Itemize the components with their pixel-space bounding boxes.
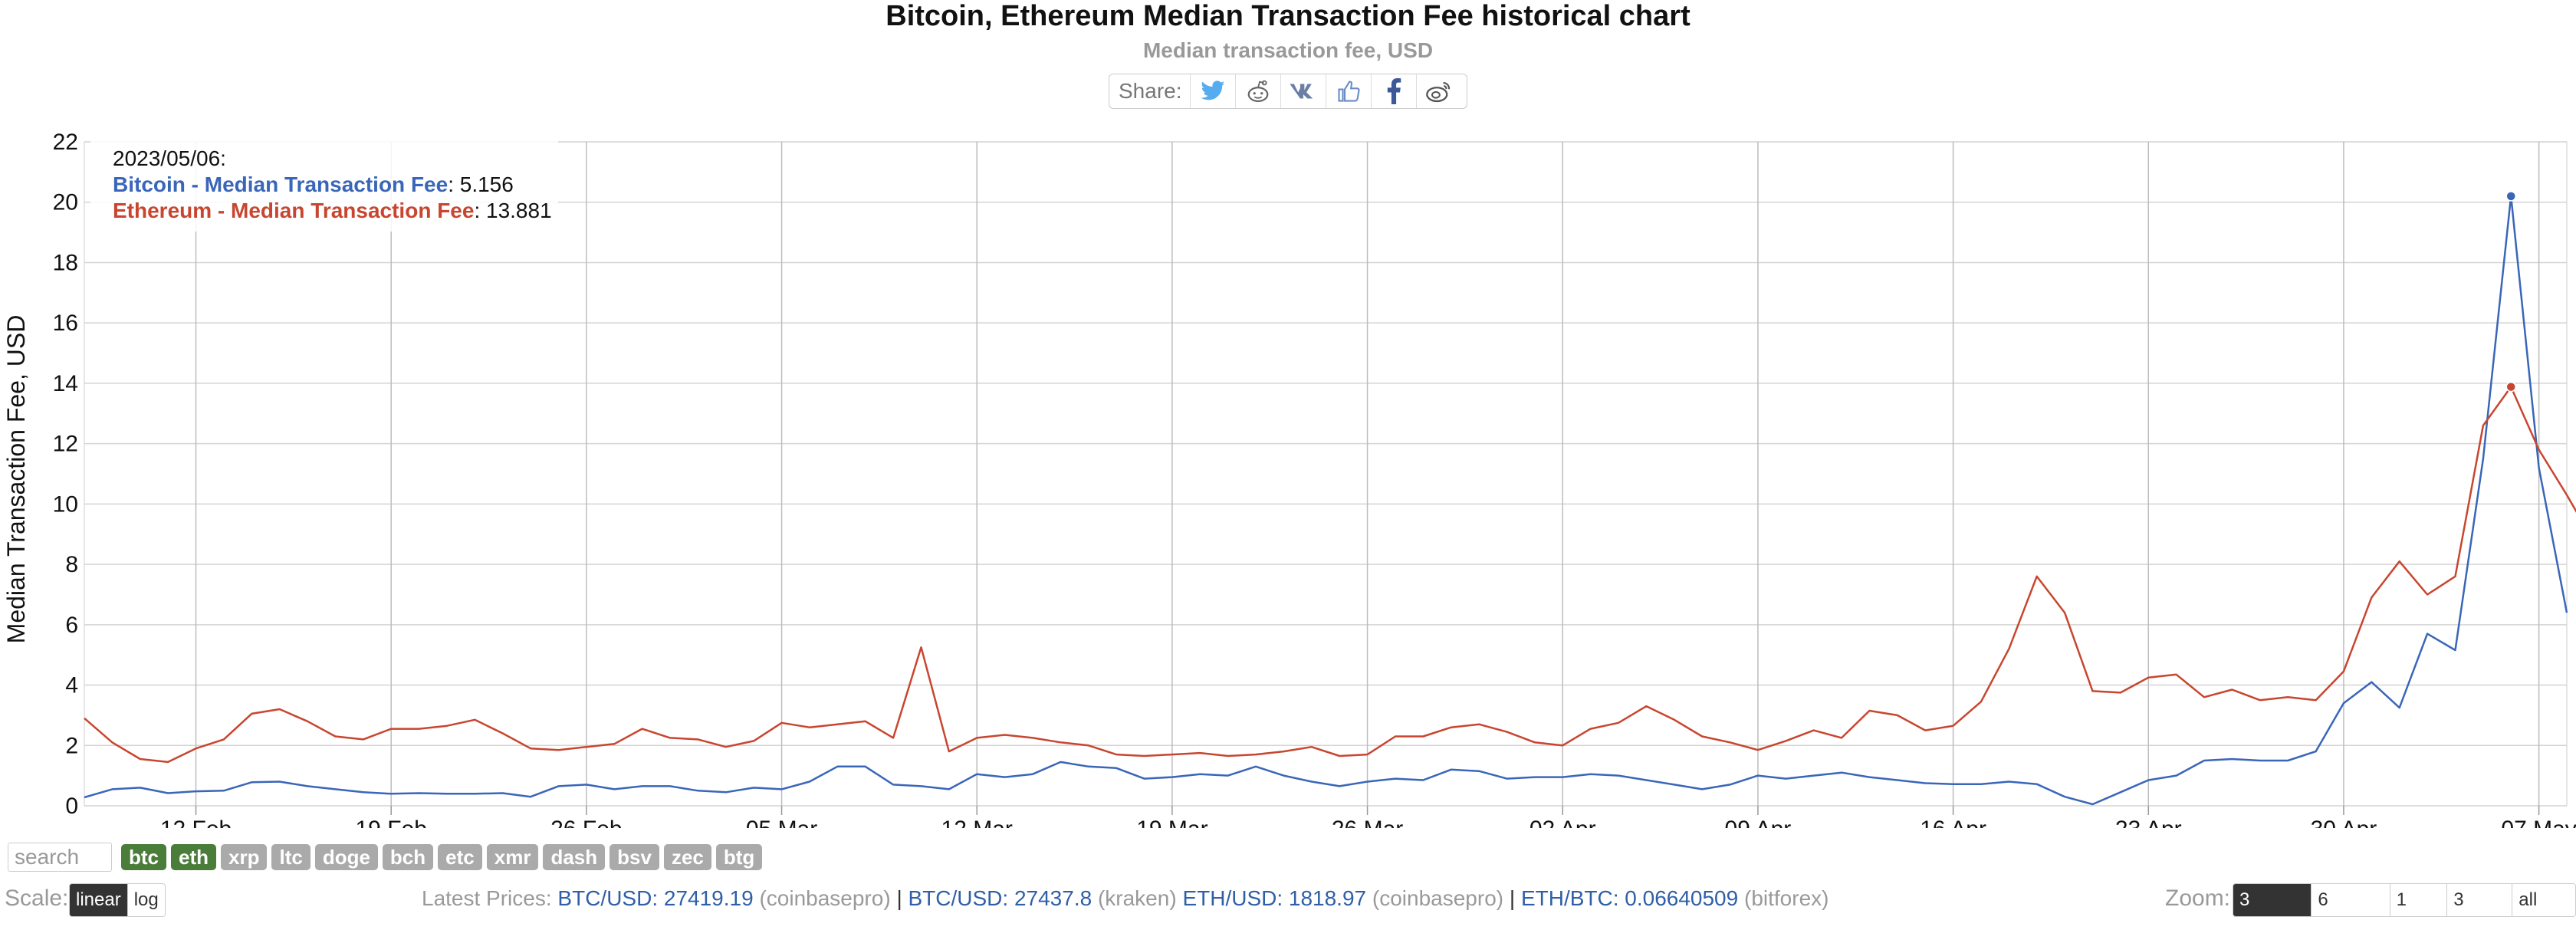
svg-text:Bitcoin - Median Transaction F: Bitcoin - Median Transaction Fee: 5.156 (113, 173, 514, 196)
x-tick-label: 12 Mar (941, 817, 1013, 828)
scale-option-log[interactable]: log (127, 884, 165, 916)
coin-button-zec[interactable]: zec (663, 844, 711, 870)
y-tick-label: 8 (65, 552, 78, 577)
coin-button-etc[interactable]: etc (438, 844, 482, 870)
y-tick-label: 20 (53, 190, 78, 215)
y-tick-label: 2 (65, 733, 78, 758)
x-tick-label: 07 May (2501, 817, 2576, 828)
x-tick-label: 05 Mar (746, 817, 817, 828)
latest-prices: Latest Prices: BTC/USD: 27419.19 (coinba… (422, 886, 1829, 910)
zoom-option-3-months[interactable]: 3 months (2233, 884, 2312, 916)
x-tick-label: 19 Mar (1136, 817, 1208, 828)
price-source: (bitforex) (1744, 886, 1829, 910)
x-tick-label: 30 Apr (2311, 817, 2377, 828)
chart-subtitle: Median transaction fee, USD (1142, 38, 1434, 62)
y-tick-label: 0 (65, 794, 78, 819)
prices-label: Latest Prices: (422, 886, 552, 910)
price-pair[interactable]: ETH/BTC: 0.06640509 (1520, 886, 1739, 910)
y-tick-label: 18 (53, 250, 78, 275)
series-line-ethereum[interactable] (84, 386, 2576, 764)
search-input[interactable]: search (8, 843, 112, 872)
scale-option-linear[interactable]: linear (70, 884, 127, 916)
x-tick-label: 26 Mar (1332, 817, 1403, 828)
price-pair[interactable]: BTC/USD: 27437.8 (908, 886, 1092, 910)
coin-selector: btc eth xrp ltc doge bch etc xmr dash bsv zec btg (121, 844, 763, 870)
svg-text:Ethereum - Median Transaction: Ethereum - Median Transaction Fee: 13.88… (113, 199, 552, 222)
price-source: (coinbasepro) (759, 886, 891, 910)
reddit-icon[interactable] (1234, 74, 1280, 108)
x-tick-label: 02 Apr (1530, 817, 1596, 828)
zoom-option-6-months[interactable]: 6 months (2311, 884, 2390, 916)
tooltip-eth-value: : 13.881 (474, 199, 551, 222)
coin-button-xmr[interactable]: xmr (486, 844, 539, 870)
like-icon[interactable] (1325, 74, 1371, 108)
tooltip-date: 2023/05/06: (113, 146, 226, 170)
y-tick-label: 14 (53, 371, 78, 396)
coin-button-eth[interactable]: eth (171, 844, 216, 870)
chart-title: Bitcoin, Ethereum Median Transaction Fee… (886, 0, 1691, 32)
y-tick-label: 22 (53, 130, 78, 155)
price-source: (kraken) (1097, 886, 1177, 910)
hover-point-ethereum (2505, 381, 2516, 393)
coin-button-btg[interactable]: btg (715, 844, 763, 870)
coin-button-doge[interactable]: doge (314, 844, 378, 870)
share-bar: Share: (1109, 74, 1467, 109)
x-tick-label: 09 Apr (1725, 817, 1792, 828)
coin-button-ltc[interactable]: ltc (271, 844, 310, 870)
zoom-toggle: 3 months6 months1 year3 yearsall time (2233, 883, 2576, 917)
zoom-option-all-time[interactable]: all time (2512, 884, 2575, 916)
tooltip-btc-label: Bitcoin - Median Transaction Fee (113, 173, 448, 196)
price-pair[interactable]: BTC/USD: 27419.19 (557, 886, 754, 910)
coin-button-bch[interactable]: bch (382, 844, 434, 870)
tooltip-eth-label: Ethereum - Median Transaction Fee (113, 199, 474, 222)
tooltip: 2023/05/06: Bitcoin - Median Transaction… (90, 140, 558, 232)
x-tick-label: 16 Apr (1920, 817, 1986, 828)
zoom-label: Zoom: (2165, 886, 2231, 911)
scale-label: Scale: (5, 886, 69, 911)
twitter-icon[interactable] (1189, 74, 1235, 108)
y-tick-label: 4 (65, 673, 78, 698)
weibo-icon[interactable] (1415, 74, 1461, 108)
zoom-option-3-years[interactable]: 3 years (2446, 884, 2512, 916)
y-tick-label: 16 (53, 311, 78, 336)
series-line-bitcoin[interactable] (84, 195, 2568, 806)
y-tick-label: 10 (53, 491, 78, 517)
coin-button-xrp[interactable]: xrp (221, 844, 268, 870)
price-pair[interactable]: ETH/USD: 1818.97 (1182, 886, 1367, 910)
scale-toggle: linear log (69, 883, 166, 917)
x-tick-label: 23 Apr (2115, 817, 2182, 828)
facebook-icon[interactable] (1370, 74, 1416, 108)
coin-button-bsv[interactable]: bsv (610, 844, 659, 870)
fee-line-chart[interactable]: 0 2 4 6 8 10 12 14 16 18 20 22 12 Feb 19 Feb 26 Feb 05 … (0, 115, 2576, 828)
tooltip-btc-value: : 5.156 (448, 173, 514, 196)
price-source: (coinbasepro) (1372, 886, 1504, 910)
zoom-option-1-year[interactable]: 1 year (2389, 884, 2447, 916)
y-axis-label: Median Transaction Fee, USD (2, 315, 30, 644)
coin-button-dash[interactable]: dash (543, 844, 606, 870)
plot-area (84, 141, 2568, 807)
vk-icon[interactable] (1280, 74, 1326, 108)
y-tick-label: 6 (65, 613, 78, 638)
x-tick-label: 12 Feb (160, 817, 232, 828)
x-tick-label: 26 Feb (550, 817, 622, 828)
x-tick-label: 19 Feb (355, 817, 426, 828)
y-tick-label: 12 (53, 432, 78, 457)
share-label: Share: (1119, 79, 1182, 103)
coin-button-btc[interactable]: btc (121, 844, 166, 870)
hover-point-bitcoin (2505, 191, 2516, 202)
